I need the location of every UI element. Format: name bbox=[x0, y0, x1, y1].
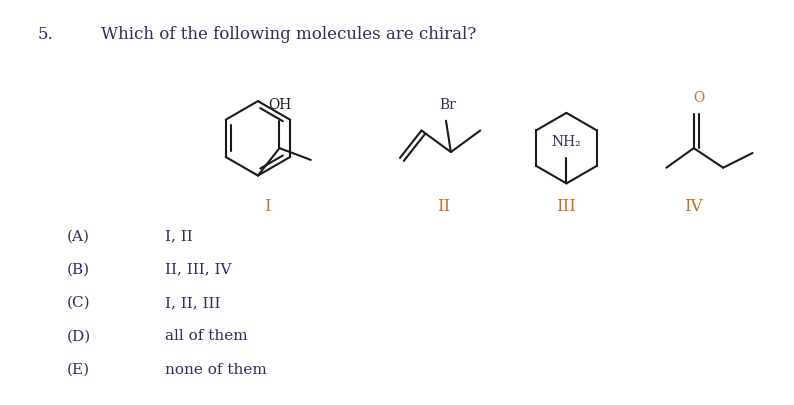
Text: OH: OH bbox=[268, 98, 291, 112]
Text: O: O bbox=[693, 91, 704, 105]
Text: (B): (B) bbox=[67, 262, 90, 276]
Text: II, III, IV: II, III, IV bbox=[165, 262, 231, 276]
Text: IV: IV bbox=[684, 198, 703, 215]
Text: I, II: I, II bbox=[165, 229, 193, 243]
Text: (D): (D) bbox=[67, 328, 91, 343]
Text: 5.: 5. bbox=[37, 26, 53, 43]
Text: (E): (E) bbox=[67, 362, 90, 376]
Text: (C): (C) bbox=[67, 295, 91, 309]
Text: Br: Br bbox=[440, 98, 457, 112]
Text: all of them: all of them bbox=[165, 328, 248, 343]
Text: I: I bbox=[264, 198, 271, 215]
Text: NH₂: NH₂ bbox=[552, 135, 581, 149]
Text: II: II bbox=[437, 198, 451, 215]
Text: III: III bbox=[557, 198, 576, 215]
Text: I, II, III: I, II, III bbox=[165, 295, 221, 309]
Text: Which of the following molecules are chiral?: Which of the following molecules are chi… bbox=[101, 26, 476, 43]
Text: (A): (A) bbox=[67, 229, 90, 243]
Text: none of them: none of them bbox=[165, 362, 267, 376]
